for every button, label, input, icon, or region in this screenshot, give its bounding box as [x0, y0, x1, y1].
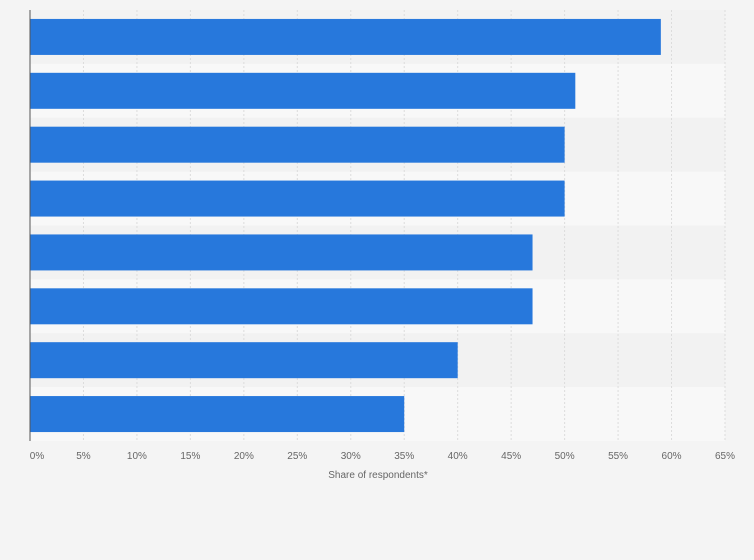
x-tick-label: 20% — [234, 451, 254, 462]
x-tick-label: 5% — [76, 451, 91, 462]
x-tick-label: 25% — [287, 451, 307, 462]
x-axis-title: Share of respondents* — [328, 470, 428, 481]
bar[interactable] — [30, 180, 565, 217]
bar[interactable] — [30, 396, 405, 433]
x-tick-label: 55% — [608, 451, 628, 462]
x-tick-labels: 0% 5% 10% 15% 20% 25% 30% 35% 40% 45% 50% 55% 60% 65% — [30, 451, 735, 462]
x-tick-label: 10% — [127, 451, 147, 462]
bar[interactable] — [30, 18, 661, 55]
x-tick-label: 50% — [555, 451, 575, 462]
bar[interactable] — [30, 234, 533, 271]
x-tick-label: 0% — [30, 451, 45, 462]
bar[interactable] — [30, 342, 458, 379]
bar[interactable] — [30, 72, 576, 109]
x-tick-label: 30% — [341, 451, 361, 462]
x-tick-label: 40% — [448, 451, 468, 462]
x-tick-label: 65% — [715, 451, 735, 462]
x-tick-label: 35% — [394, 451, 414, 462]
bar[interactable] — [30, 288, 533, 325]
bar[interactable] — [30, 126, 565, 163]
bars — [30, 18, 661, 433]
x-tick-label: 15% — [180, 451, 200, 462]
x-tick-label: 45% — [501, 451, 521, 462]
x-tick-label: 60% — [662, 451, 682, 462]
